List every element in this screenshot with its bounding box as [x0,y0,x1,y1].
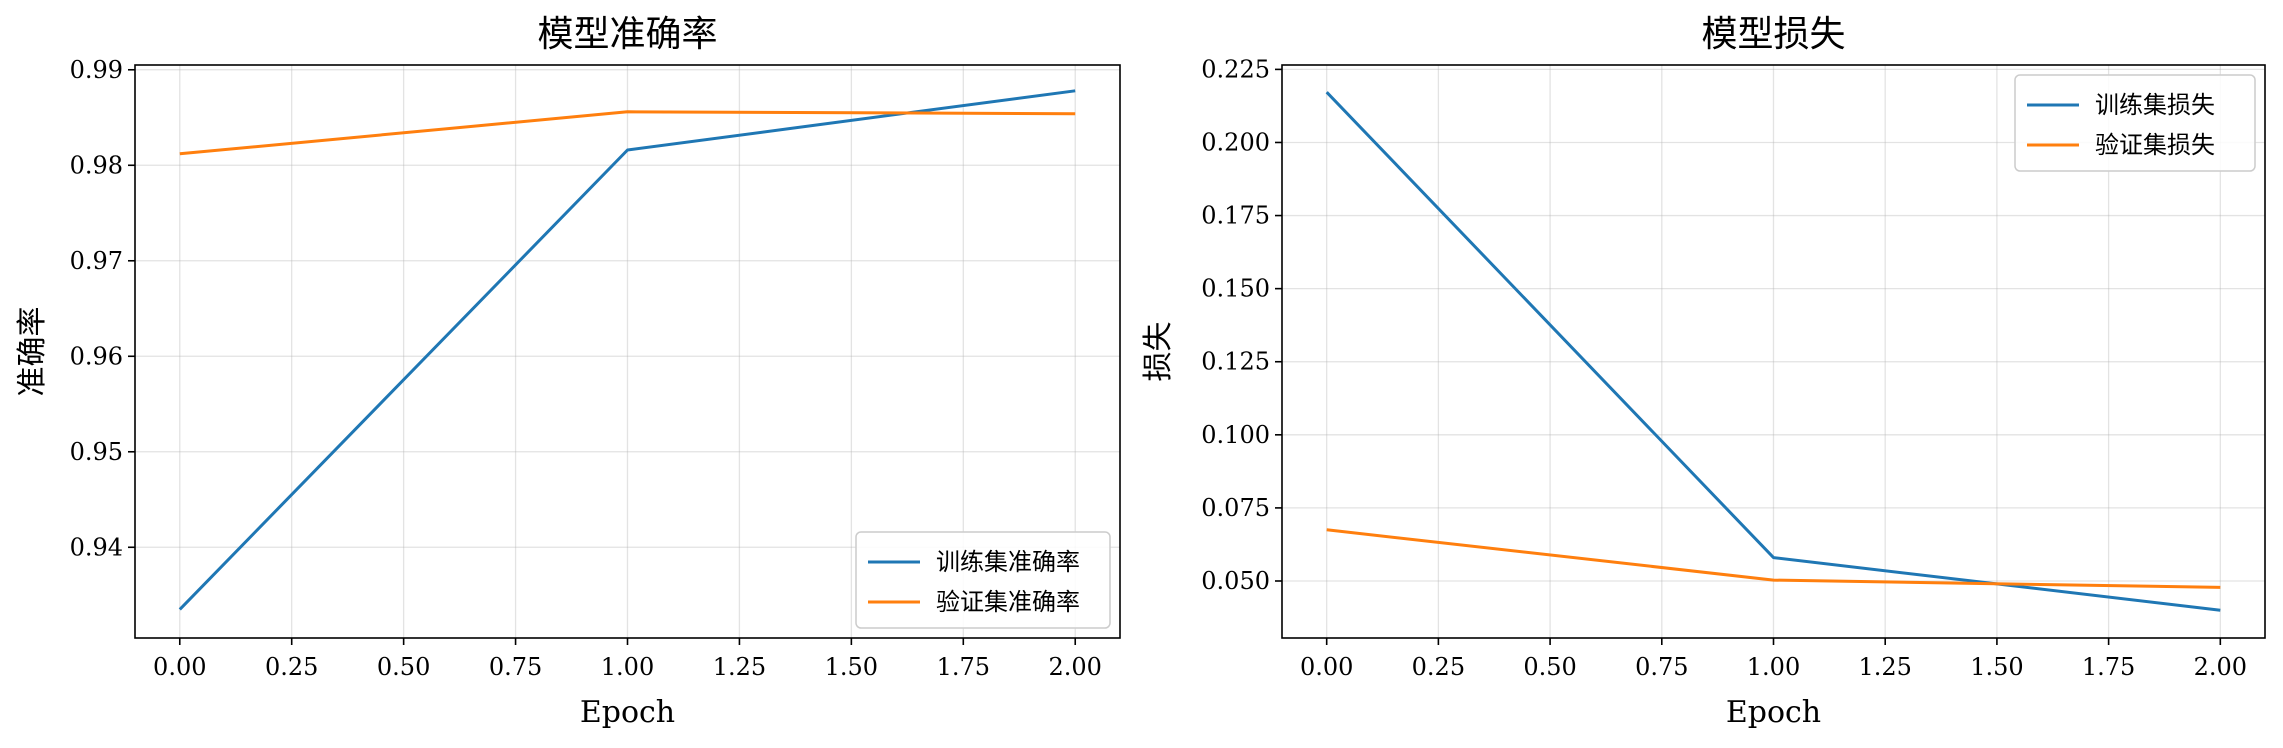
plot-frame [134,64,1121,639]
x-axis-label: Epoch [1726,695,1821,730]
legend-label: 训练集损失 [2095,91,2215,119]
x-tick-label: 0.00 [153,653,206,681]
y-axis-label: 准确率 [15,307,50,397]
grid-lines [1282,65,2265,638]
x-tick-label: 2.00 [2194,653,2247,681]
x-tick-label: 0.25 [1412,653,1465,681]
legend-label: 训练集准确率 [936,548,1080,576]
x-axis-label: Epoch [580,695,675,730]
y-tick-label: 0.050 [1201,567,1270,595]
y-tick-label: 0.075 [1201,494,1270,522]
y-tick-label: 0.96 [70,342,123,370]
y-tick-label: 0.125 [1201,348,1270,376]
chart-title: 模型准确率 [537,14,717,55]
legend-box [2014,74,2256,172]
x-tick-label: 1.50 [1970,653,2023,681]
x-tick-label: 1.00 [1747,653,1800,681]
legend-box [855,531,1111,629]
x-tick-label: 1.75 [2082,653,2135,681]
y-tick-label: 0.225 [1201,55,1270,83]
x-tick-label: 1.50 [825,653,878,681]
y-tick-label: 0.95 [70,438,123,466]
series-line-train [178,89,1076,611]
y-tick-label: 0.175 [1201,202,1270,230]
series-line-val [1326,528,2221,589]
x-tick-label: 0.75 [489,653,542,681]
y-tick-label: 0.94 [70,533,123,561]
x-tick-label: 0.75 [1635,653,1688,681]
x-tick-label: 1.25 [713,653,766,681]
accuracy-chart: 模型准确率 Epoch 准确率 0.00 0.25 0.50 0.75 1.00 1.25… [15,14,1121,730]
loss-chart: 模型损失 Epoch 损失 0.00 0.25 0.50 0.75 1.00 1.25 1.… [1141,14,2266,730]
x-tick-label: 1.75 [937,653,990,681]
chart-title: 模型损失 [1701,14,1845,55]
x-tick-label: 0.00 [1300,653,1353,681]
x-tick-label: 1.00 [601,653,654,681]
series-line-val [179,110,1076,156]
x-tick-label: 0.25 [265,653,318,681]
y-tick-label: 0.99 [70,56,123,84]
y-axis-label: 损失 [1141,322,1176,382]
plot-frame [1281,64,2266,639]
y-tick-label: 0.150 [1201,275,1270,303]
x-tick-label: 2.00 [1049,653,1102,681]
x-tick-label: 1.25 [1858,653,1911,681]
x-tick-label: 0.50 [1523,653,1576,681]
x-tick-label: 0.50 [377,653,430,681]
y-tick-label: 0.98 [70,151,123,179]
y-tick-label: 0.97 [70,247,123,275]
y-tick-label: 0.100 [1201,421,1270,449]
legend-label: 验证集损失 [2095,131,2215,159]
y-tick-label: 0.200 [1201,128,1270,156]
series-line-train [1325,91,2221,612]
legend-label: 验证集准确率 [936,588,1080,616]
